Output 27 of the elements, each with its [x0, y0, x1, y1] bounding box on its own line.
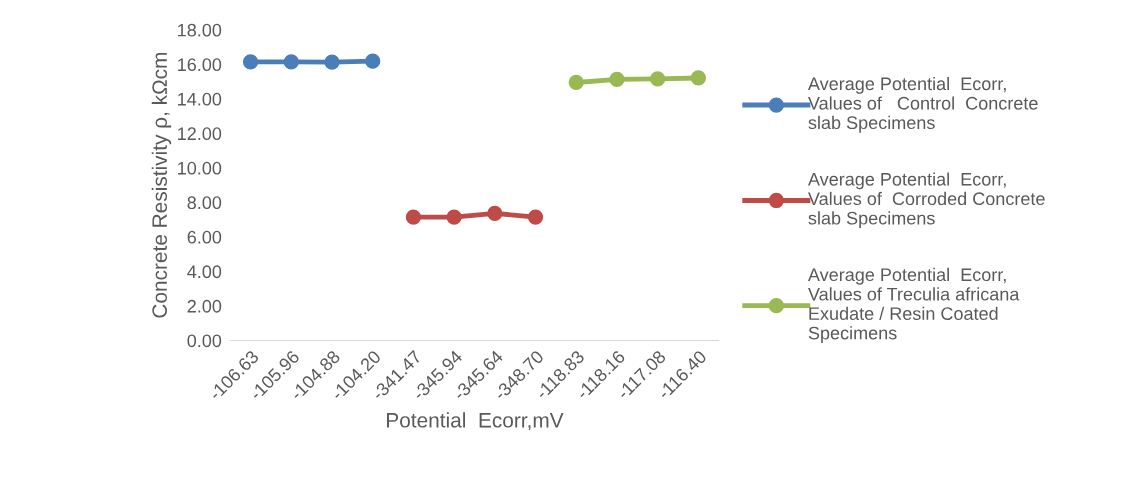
point [650, 71, 666, 87]
point [690, 70, 707, 86]
point [446, 209, 462, 225]
y-tick-label: 8.00 [187, 196, 222, 210]
y-tick-label: 0.00 [187, 334, 222, 348]
point [242, 54, 259, 70]
y-tick-label: 10.00 [178, 161, 222, 175]
point [324, 54, 340, 70]
legend-label: Average Potential Ecorr, Values of Treculia africana Exudate / Resin Coated Specimens [807, 267, 1020, 344]
point [365, 53, 381, 69]
legend-label: Average Potential Ecorr, Values of Control Concrete slab Specimens [807, 76, 1038, 133]
point [283, 54, 299, 70]
y-tick-label: 16.00 [178, 58, 222, 72]
x-axis-title: Potential Ecorr,mV [387, 412, 564, 431]
y-tick-label: 4.00 [187, 265, 222, 279]
y-tick-label: 2.00 [187, 299, 222, 313]
point [487, 205, 503, 222]
point [527, 209, 544, 225]
point [405, 209, 422, 225]
y-tick-label: 12.00 [178, 127, 222, 141]
y-tick-label: 6.00 [187, 230, 222, 244]
point [568, 74, 584, 91]
legend-label: Average Potential Ecorr, Values of Corroded Concrete slab Specimens [807, 172, 1045, 229]
point [609, 71, 625, 87]
y-tick-label: 18.00 [178, 23, 222, 37]
y-axis-title: Concrete Resistivity ρ, kΩcm [151, 52, 172, 318]
y-tick-label: 14.00 [178, 92, 222, 106]
